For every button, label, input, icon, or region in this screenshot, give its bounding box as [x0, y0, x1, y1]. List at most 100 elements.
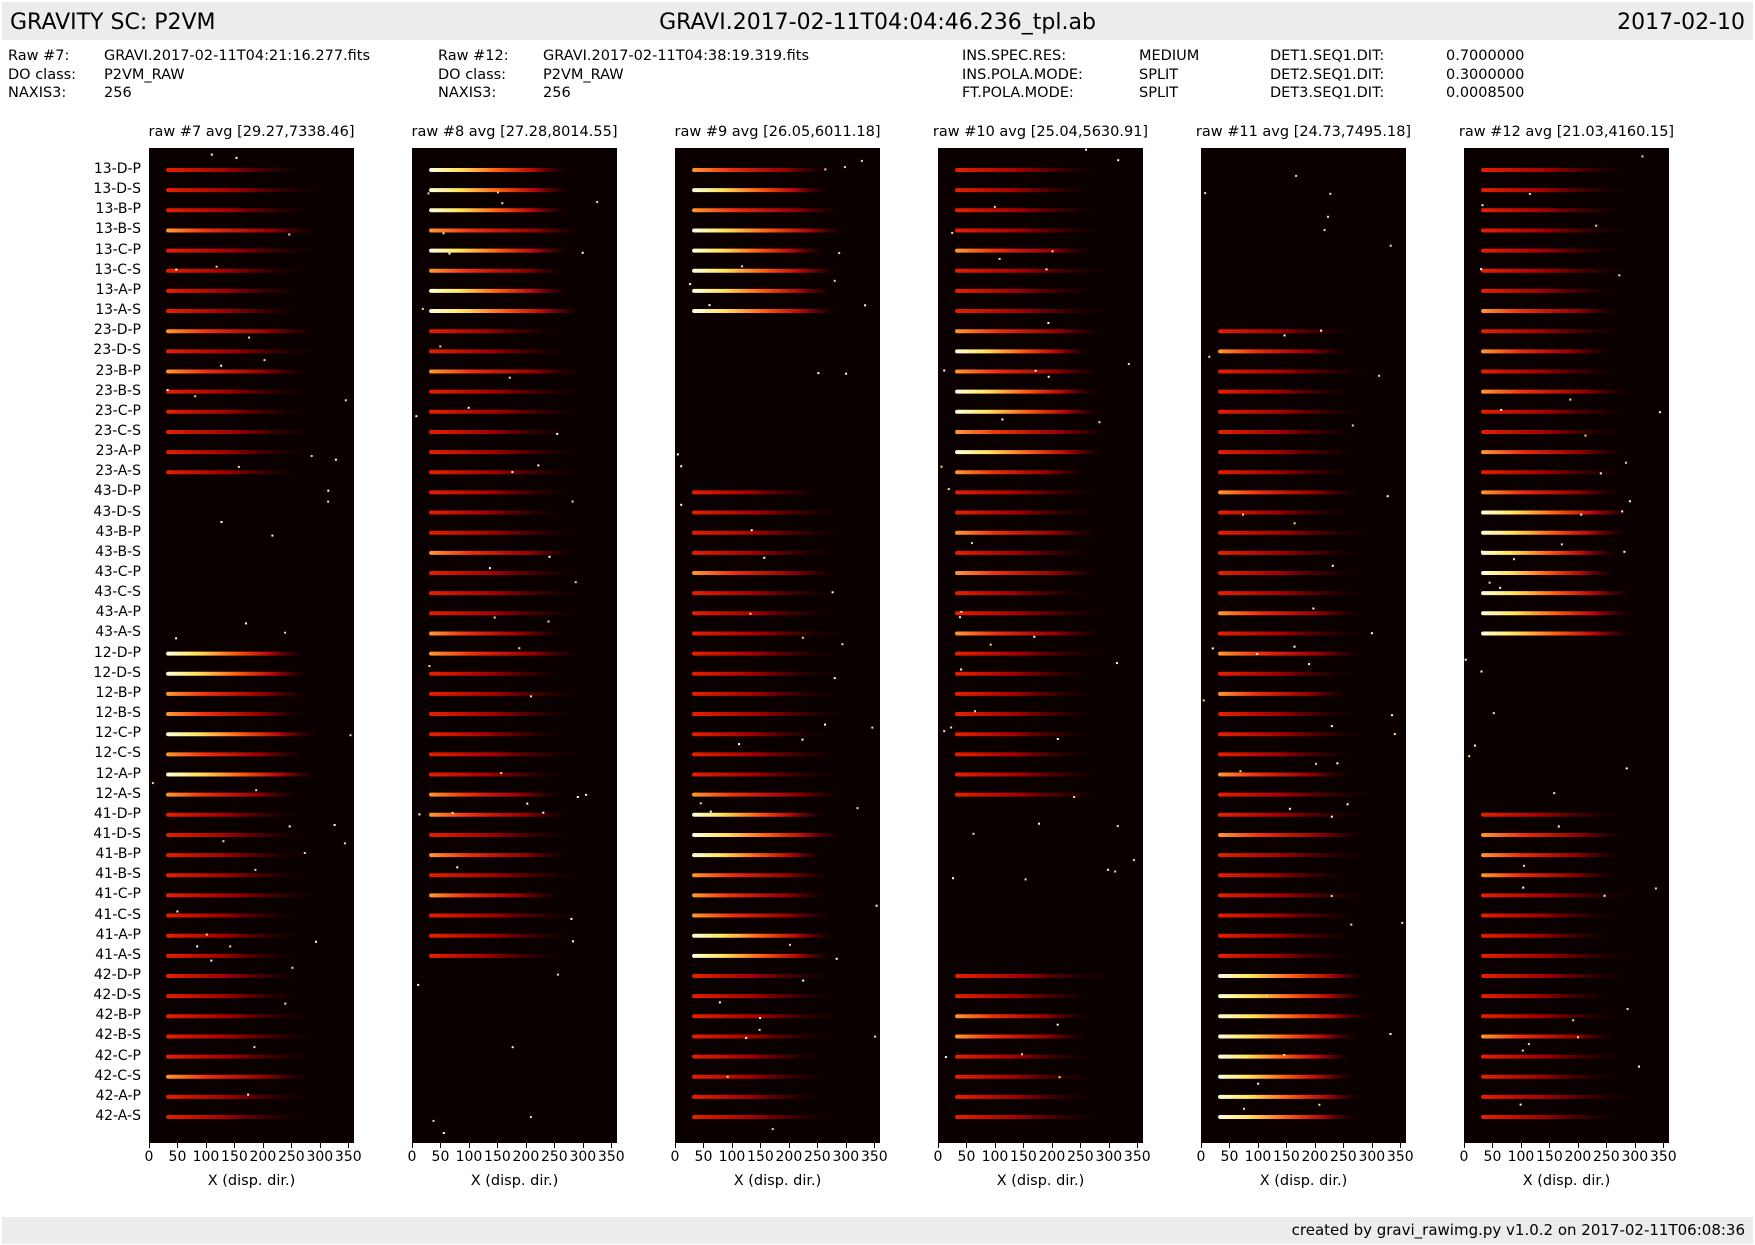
- x-tick-label: 150: [1010, 1149, 1037, 1165]
- hot-pixel: [1085, 148, 1087, 151]
- meta-value: GRAVI.2017-02-11T04:21:16.277.fits: [104, 48, 371, 64]
- spectrum-streak: [166, 732, 317, 737]
- x-tick-mark: [1634, 1143, 1636, 1148]
- x-tick-label: 50: [1483, 1149, 1502, 1165]
- hot-pixel: [835, 957, 838, 960]
- hot-pixel: [1132, 859, 1135, 862]
- spectrum-streak: [429, 349, 569, 354]
- spectrum-streak: [1481, 530, 1627, 535]
- row-label: 13-B-P: [95, 201, 141, 218]
- hot-pixel: [556, 432, 559, 435]
- row-label: 12-C-S: [94, 745, 141, 762]
- hot-pixel: [1560, 543, 1563, 546]
- row-label: 23-D-P: [93, 322, 141, 339]
- spectrum-streak: [1481, 188, 1625, 193]
- spectrum-streak: [955, 732, 1089, 737]
- spectrum-streak: [166, 671, 309, 676]
- row-label: 12-B-P: [95, 684, 141, 701]
- spectrum-streak: [692, 571, 836, 575]
- spectrum-streak: [1481, 893, 1634, 898]
- spectrum-streak: [955, 288, 1095, 293]
- row-label: 41-A-P: [95, 926, 141, 943]
- hot-pixel: [750, 529, 753, 532]
- hot-pixel: [1117, 159, 1120, 162]
- hot-pixel: [1641, 155, 1644, 158]
- meta-value: 256: [543, 85, 571, 101]
- meta-value: P2VM_RAW: [104, 66, 185, 83]
- hot-pixel: [1626, 1008, 1629, 1010]
- spectrum-streak: [692, 490, 824, 495]
- meta-col4-values: 0.7000000 0.3000000 0.0008500: [1446, 47, 1524, 103]
- x-tick-mark: [1464, 1143, 1465, 1148]
- row-label: 42-C-P: [94, 1047, 141, 1064]
- hot-pixel: [415, 415, 418, 418]
- heatmap-panel: [1464, 148, 1669, 1143]
- spectrum-streak: [429, 208, 567, 213]
- spectrum-streak: [1218, 409, 1364, 414]
- spectrum-streak: [955, 691, 1095, 696]
- row-label: 12-A-S: [95, 785, 141, 802]
- hot-pixel: [1580, 513, 1583, 516]
- hot-pixel: [220, 521, 223, 523]
- spectrum-streak: [429, 268, 566, 273]
- heatmap-panel: [938, 148, 1143, 1143]
- row-label: 13-A-P: [95, 281, 141, 298]
- spectrum-streak: [429, 188, 570, 193]
- x-tick-label: 350: [1386, 1149, 1414, 1165]
- hot-pixel: [998, 257, 1001, 260]
- spectrum-streak: [955, 591, 1088, 596]
- spectrum-streak: [1218, 450, 1358, 455]
- x-tick-label: 100: [455, 1149, 483, 1165]
- meta-value: GRAVI.2017-02-11T04:38:19.319.fits: [543, 48, 810, 64]
- x-tick-mark: [291, 1143, 293, 1148]
- row-label: 41-D-P: [93, 805, 141, 822]
- hot-pixel: [845, 372, 848, 375]
- hot-pixel: [1295, 174, 1298, 177]
- x-tick-label: 300: [306, 1149, 334, 1165]
- hot-pixel: [1481, 204, 1484, 207]
- spectrum-streak: [955, 450, 1104, 455]
- meta-col1-labels: Raw #7: DO class: NAXIS3:: [8, 47, 76, 103]
- hot-pixel: [1500, 408, 1503, 411]
- x-tick-label: 0: [1196, 1149, 1206, 1165]
- hot-pixel: [284, 631, 287, 634]
- x-tick-mark: [1023, 1143, 1025, 1148]
- panel-title: raw #12 avg [21.03,4160.15]: [1458, 124, 1675, 140]
- row-label: 42-D-S: [93, 987, 141, 1004]
- hot-pixel: [271, 534, 274, 537]
- row-label: 43-B-S: [95, 543, 141, 560]
- hot-pixel: [1034, 369, 1037, 372]
- hot-pixel: [1265, 994, 1268, 997]
- hot-pixel: [427, 192, 430, 195]
- row-label: 13-D-P: [93, 161, 141, 177]
- hot-pixel: [699, 802, 702, 805]
- spectrum-streak: [1481, 168, 1630, 172]
- panel-title: raw #10 avg [25.04,5630.91]: [932, 124, 1149, 140]
- x-tick-mark: [554, 1143, 556, 1148]
- spectrum-streak: [692, 168, 828, 172]
- hot-pixel: [943, 369, 946, 372]
- row-label: 43-A-P: [95, 604, 141, 621]
- spectrum-streak: [429, 309, 582, 314]
- hot-pixel: [572, 940, 574, 943]
- hot-pixel: [974, 710, 977, 713]
- meta-col2-values: GRAVI.2017-02-11T04:38:19.319.fits P2VM_…: [543, 47, 809, 103]
- hot-pixel: [151, 782, 154, 785]
- header-bar: GRAVITY SC: P2VM GRAVI.2017-02-11T04:04:…: [2, 2, 1753, 40]
- meta-label: Raw #12:: [438, 48, 509, 64]
- spectrum-streak: [955, 1115, 1100, 1120]
- spectrum-streak: [429, 691, 580, 696]
- spectrum-streak: [1218, 853, 1366, 858]
- hot-pixel: [327, 489, 330, 492]
- x-tick-mark: [319, 1143, 321, 1148]
- hot-pixel: [1127, 363, 1130, 365]
- hot-pixel: [1480, 268, 1483, 271]
- hot-pixel: [1513, 558, 1515, 561]
- heatmap-panel: [412, 148, 617, 1143]
- hot-pixel: [585, 793, 588, 796]
- spectrum-streak: [955, 188, 1093, 193]
- x-tick-mark: [874, 1143, 876, 1148]
- hot-pixel: [343, 842, 346, 845]
- hot-pixel: [529, 1116, 532, 1118]
- panel-title: raw #11 avg [24.73,7495.18]: [1195, 124, 1412, 140]
